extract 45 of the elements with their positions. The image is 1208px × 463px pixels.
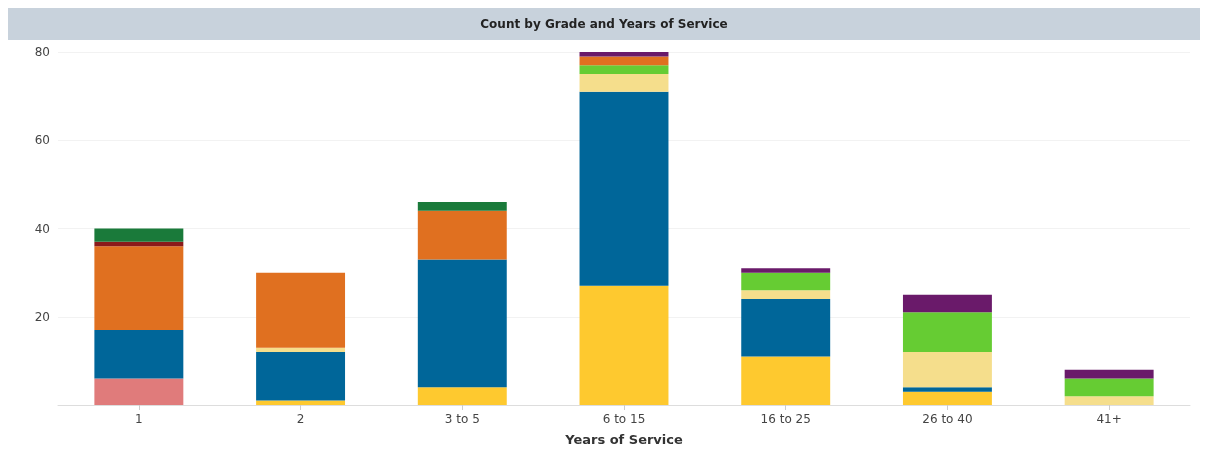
bar bbox=[741, 356, 831, 405]
bar bbox=[579, 52, 669, 57]
bar bbox=[1064, 378, 1154, 397]
bar bbox=[902, 391, 992, 405]
x-tick-label: 2 bbox=[296, 412, 305, 426]
bar bbox=[902, 312, 992, 353]
bar bbox=[256, 400, 346, 405]
x-tick-label: 1 bbox=[135, 412, 143, 426]
y-tick-label: 80 bbox=[34, 45, 50, 59]
x-tick-label: 6 to 15 bbox=[602, 412, 646, 426]
x-tick-label: 26 to 40 bbox=[922, 412, 973, 426]
y-tick-label: 20 bbox=[34, 309, 50, 324]
chart-title: Count by Grade and Years of Service bbox=[8, 8, 1200, 40]
bar bbox=[741, 290, 831, 300]
bar bbox=[417, 202, 507, 211]
bar bbox=[94, 378, 184, 405]
bar bbox=[94, 228, 184, 242]
bar bbox=[579, 74, 669, 92]
bar bbox=[417, 259, 507, 388]
x-tick-label: 41+ bbox=[1096, 412, 1122, 426]
bar bbox=[902, 387, 992, 392]
bar bbox=[256, 347, 346, 353]
bar bbox=[741, 268, 831, 273]
x-tick-label: 3 to 5 bbox=[444, 412, 480, 426]
bar bbox=[902, 352, 992, 388]
bar bbox=[579, 56, 669, 66]
bar bbox=[741, 272, 831, 291]
bar bbox=[256, 352, 346, 401]
bar bbox=[94, 329, 184, 379]
x-tick-label: 16 to 25 bbox=[760, 412, 811, 426]
bar bbox=[1064, 396, 1154, 405]
bar bbox=[94, 241, 184, 247]
bar bbox=[256, 272, 346, 348]
bar bbox=[579, 91, 669, 286]
bar bbox=[1064, 369, 1154, 379]
x-axis-title: Years of Service bbox=[564, 432, 683, 447]
bar bbox=[741, 299, 831, 357]
y-tick-label: 60 bbox=[34, 133, 50, 148]
bar bbox=[579, 65, 669, 75]
bar bbox=[94, 246, 184, 330]
bar bbox=[417, 387, 507, 405]
bar bbox=[902, 294, 992, 313]
y-tick-label: 40 bbox=[34, 221, 50, 236]
bar bbox=[579, 285, 669, 405]
bar bbox=[417, 210, 507, 260]
